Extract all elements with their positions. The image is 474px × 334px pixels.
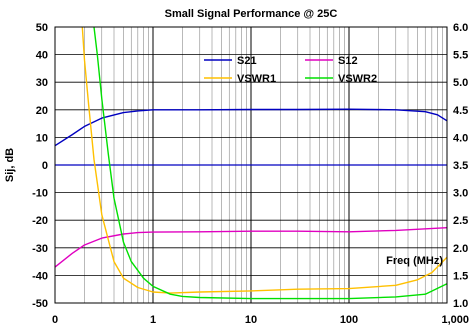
y2-tick-label: 4.0 <box>453 132 468 144</box>
x-tick-label: 1 <box>150 314 156 326</box>
series-line-vswr1 <box>81 26 448 294</box>
y-tick-label: 10 <box>36 132 48 144</box>
chart-title: Small Signal Performance @ 25C <box>165 8 338 20</box>
series-line-s12 <box>54 227 448 268</box>
y2-tick-label: 5.0 <box>453 77 468 89</box>
x-tick-label: 1,000 <box>441 314 469 326</box>
x-tick-label: 10 <box>245 314 257 326</box>
y2-tick-label: 4.5 <box>453 105 468 117</box>
x-axis-label: Freq (MHz) <box>386 255 443 267</box>
y-axis-label: Sij, dB <box>4 148 16 182</box>
x-tick-label: 0 <box>52 314 58 326</box>
plot-frame <box>54 26 448 304</box>
legend-label-s21: S21 <box>237 55 257 67</box>
legend-label-vswr1: VSWR1 <box>237 73 276 85</box>
y-tick-label: 50 <box>36 22 48 34</box>
y2-tick-label: 1.5 <box>453 270 468 282</box>
y2-tick-label: 1.0 <box>453 298 468 310</box>
y2-tick-label: 3.5 <box>453 160 468 172</box>
y-tick-label: 40 <box>36 50 48 62</box>
series-lines <box>54 26 448 300</box>
y-tick-label: -50 <box>32 298 48 310</box>
y-tick-label: -20 <box>32 215 48 227</box>
y-tick-label: -40 <box>32 270 48 282</box>
y-tick-label: 20 <box>36 105 48 117</box>
y2-tick-label: 6.0 <box>453 22 468 34</box>
y-tick-label: -10 <box>32 188 48 200</box>
y-tick-label: 30 <box>36 77 48 89</box>
y-tick-label: 0 <box>42 160 48 172</box>
legend: S21 S12 VSWR1 VSWR2 <box>204 55 377 85</box>
legend-label-vswr2: VSWR2 <box>338 73 377 85</box>
series-line-vswr2 <box>93 26 448 300</box>
x-tick-label: 100 <box>340 314 358 326</box>
y-tick-label: -30 <box>32 243 48 255</box>
legend-label-s12: S12 <box>338 55 358 67</box>
y2-tick-label: 2.0 <box>453 243 468 255</box>
tick-labels: 0 1 10 100 1,00050403020100-10-20-30-40-506.… <box>32 22 469 326</box>
y2-tick-label: 5.5 <box>453 50 468 62</box>
y2-tick-label: 2.5 <box>453 215 468 227</box>
y2-tick-label: 3.0 <box>453 188 468 200</box>
